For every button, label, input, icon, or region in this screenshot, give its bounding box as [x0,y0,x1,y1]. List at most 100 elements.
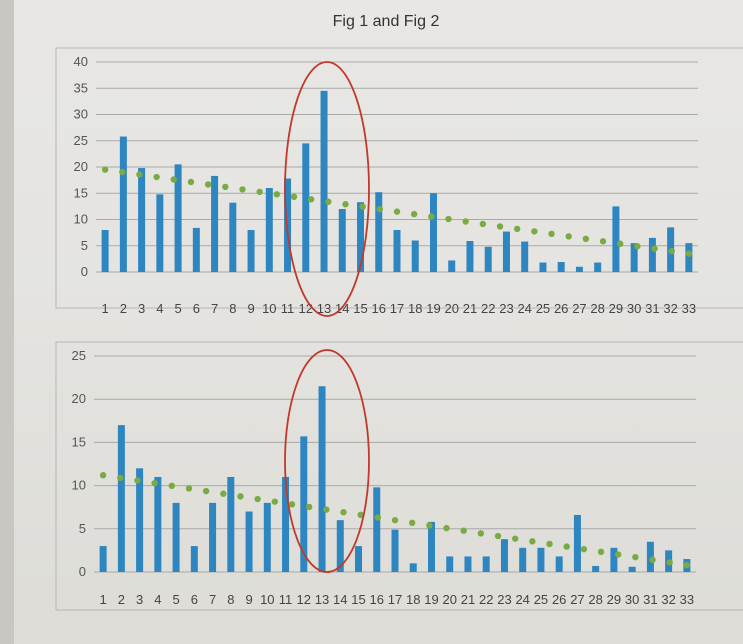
chart-title: Fig 1 and Fig 2 [333,13,440,30]
x-tick-label: 17 [390,301,404,316]
x-tick-label: 14 [333,592,347,607]
y-tick-label: 15 [74,185,88,200]
bar [391,529,399,572]
x-tick-label: 21 [463,301,477,316]
bar [211,175,219,272]
y-tick-label: 25 [74,133,88,148]
trendline-dot [668,247,675,255]
bar [318,386,326,572]
bar [409,563,417,572]
trendline-dot [617,240,624,247]
bar [592,565,600,572]
x-tick-label: 4 [154,592,161,607]
trendline-dot [565,233,572,240]
x-tick-label: 9 [245,592,252,607]
trendline-dot [597,548,605,556]
bar [610,547,618,572]
x-tick-label: 7 [209,592,216,607]
x-tick-label: 22 [479,592,493,607]
chart-frame [55,341,743,611]
chart-frame [55,47,743,309]
bar [612,206,620,272]
x-tick-label: 23 [497,592,511,607]
bar [209,502,217,572]
trendline-dot [494,532,502,540]
y-tick-label: 35 [74,80,88,95]
trendline-dot [340,509,347,516]
trendline-dot [119,168,126,176]
x-tick-label: 33 [680,592,694,607]
trendline-dot [187,178,195,186]
bar [247,230,255,272]
x-tick-label: 17 [388,592,402,607]
bar [119,136,127,272]
bar [355,546,363,572]
bar [263,502,271,572]
trendline-dot [651,245,658,252]
trendline-dot [290,193,298,201]
trendline-dot [288,501,296,508]
trendline-dot [410,210,418,218]
bar [519,547,527,572]
bar [539,262,547,272]
trendline-dot [649,556,656,564]
trendline-dot [685,250,693,257]
bar [427,521,435,572]
trendline-dot [374,514,382,521]
trendline-dot [136,171,143,178]
bar [484,246,492,272]
bar [117,425,125,572]
bar [229,202,237,272]
bar [555,556,563,572]
trendline-dot [477,530,485,537]
bar [646,541,654,572]
bar [154,476,162,572]
trendline-dot [273,191,281,198]
x-tick-label: 6 [191,592,198,607]
trendline-dot [462,218,469,225]
x-tick-label: 27 [570,592,584,607]
x-tick-label: 5 [174,301,181,316]
x-tick-label: 19 [426,301,440,316]
trendline-dot [153,173,160,181]
bar [172,502,180,572]
x-tick-label: 11 [281,301,295,316]
bar [284,178,292,272]
trendline-dot [531,228,538,235]
x-tick-label: 13 [315,592,329,607]
bar [464,556,472,572]
x-tick-label: 3 [136,592,143,607]
x-tick-label: 9 [247,301,254,316]
x-tick-label: 12 [297,592,311,607]
trendline-dot [134,477,141,484]
bar [357,202,365,272]
bar [466,241,474,272]
bar [136,468,144,572]
trendline-dot [391,516,399,524]
trendline-dot [443,524,450,532]
trendline-dot [101,166,109,173]
trendline-dot [548,230,555,238]
trendline-dot [254,495,261,503]
trendline-dot [529,538,536,545]
bar [575,266,583,272]
bar [594,262,602,272]
x-tick-label: 23 [499,301,513,316]
y-tick-label: 10 [74,212,88,227]
y-tick-label: 25 [72,348,86,363]
bar [628,566,636,572]
bar [393,230,401,272]
trendline-dot [460,527,467,534]
x-tick-label: 4 [156,301,163,316]
y-tick-label: 20 [72,391,86,406]
highlight-ellipse [284,61,370,317]
x-tick-label: 19 [424,592,438,607]
trendline-dot [170,176,177,183]
bar [245,511,253,572]
bar [648,237,656,272]
x-tick-label: 28 [588,592,602,607]
trendline-dot [256,188,263,196]
trendline-dot [428,213,435,220]
bar [500,539,508,572]
